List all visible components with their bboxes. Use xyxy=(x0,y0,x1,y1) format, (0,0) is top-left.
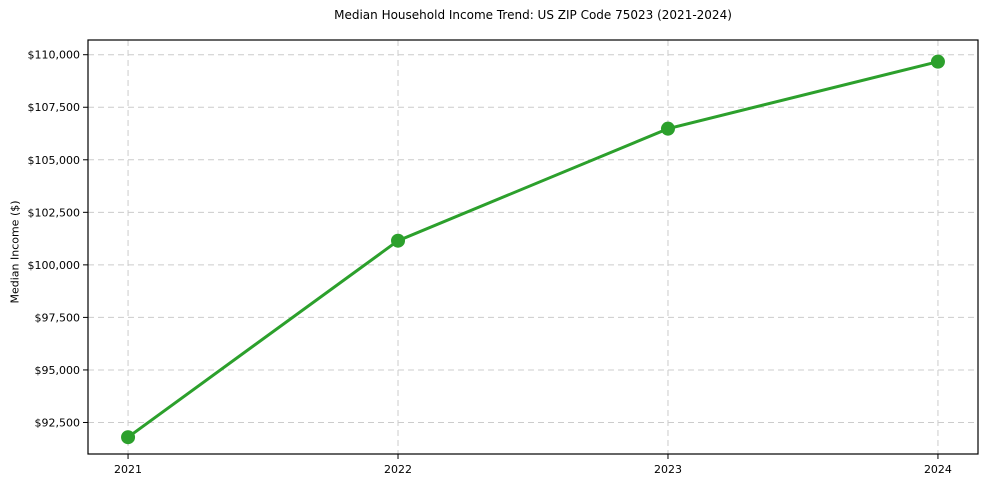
y-tick-label: $100,000 xyxy=(28,259,81,272)
y-tick-label: $92,500 xyxy=(35,416,81,429)
x-tick-label: 2022 xyxy=(384,463,412,476)
data-point xyxy=(660,121,675,136)
x-tick-label: 2023 xyxy=(654,463,682,476)
y-axis-label-text: Median Income ($) xyxy=(8,200,22,304)
data-point xyxy=(391,233,406,248)
x-tick-label: 2021 xyxy=(114,463,142,476)
x-tick-label: 2024 xyxy=(924,463,952,476)
y-tick-label: $107,500 xyxy=(28,101,81,114)
plot-border xyxy=(87,39,979,455)
y-tick-label: $110,000 xyxy=(28,49,81,62)
y-tick-label: $105,000 xyxy=(28,154,81,167)
data-point xyxy=(930,54,945,69)
chart-title: Median Household Income Trend: US ZIP Co… xyxy=(334,8,732,22)
data-point xyxy=(121,430,136,445)
y-tick-label: $102,500 xyxy=(28,206,81,219)
y-tick-label: $97,500 xyxy=(35,311,81,324)
data-line xyxy=(127,60,939,439)
y-tick-label: $95,000 xyxy=(35,364,81,377)
